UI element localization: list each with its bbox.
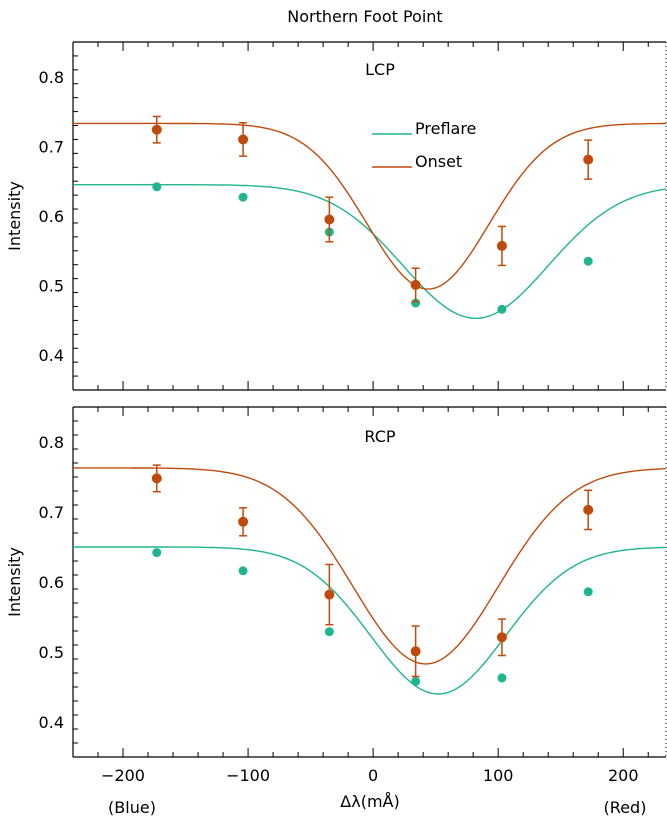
fit-curve-preflare xyxy=(73,546,666,695)
data-point-onset xyxy=(151,124,162,135)
data-point-preflare xyxy=(238,566,248,576)
y-tick-label: 0.4 xyxy=(39,346,64,365)
y-tick-label: 0.5 xyxy=(39,643,64,662)
data-point-onset xyxy=(324,589,335,600)
fit-curve-onset xyxy=(73,122,666,290)
data-point-onset xyxy=(324,214,335,225)
data-point-preflare xyxy=(152,182,162,192)
data-point-onset xyxy=(151,473,162,484)
data-point-preflare xyxy=(583,587,593,597)
y-axis-label: Intensity xyxy=(5,547,24,617)
x-tick-label: 100 xyxy=(483,766,514,785)
data-point-onset xyxy=(496,632,507,643)
data-point-preflare xyxy=(497,673,507,683)
y-tick-label: 0.6 xyxy=(39,207,64,226)
data-point-preflare xyxy=(583,256,593,266)
y-tick-label: 0.6 xyxy=(39,573,64,592)
data-point-preflare xyxy=(497,304,507,314)
data-point-onset xyxy=(238,134,249,145)
fit-curve-preflare xyxy=(73,183,666,320)
data-point-preflare xyxy=(411,298,421,308)
data-point-preflare xyxy=(411,676,421,686)
legend-label-preflare: Preflare xyxy=(415,119,476,138)
data-point-onset xyxy=(410,279,421,290)
data-point-onset xyxy=(583,154,594,165)
data-point-preflare xyxy=(324,627,334,637)
x-tick-label: 200 xyxy=(608,766,639,785)
fit-curve-onset xyxy=(73,467,666,665)
y-tick-label: 0.5 xyxy=(39,277,64,296)
y-tick-label: 0.7 xyxy=(39,503,64,522)
y-tick-label: 0.4 xyxy=(39,713,64,732)
data-point-preflare xyxy=(238,192,248,202)
y-axis-label: Intensity xyxy=(5,181,24,251)
data-point-onset xyxy=(238,516,249,527)
x-axis-label-blue: (Blue) xyxy=(108,798,156,817)
data-point-preflare xyxy=(152,548,162,558)
panel-lcp: 0.4 0.5 0.6 0.7 0.8 Intensity LCP Preflare Onset xyxy=(5,41,667,391)
x-tick-label: −200 xyxy=(101,766,145,785)
data-point-onset xyxy=(583,504,594,515)
panel-label: RCP xyxy=(364,427,395,446)
panel-label: LCP xyxy=(365,60,395,79)
figure-title: Northern Foot Point xyxy=(287,7,442,26)
x-tick-label: 0 xyxy=(368,766,378,785)
y-tick-label: 0.8 xyxy=(39,68,64,87)
x-axis-label-red: (Red) xyxy=(604,798,647,817)
y-tick-label: 0.7 xyxy=(39,137,64,156)
x-axis-label: Δλ(mÅ) xyxy=(340,792,399,811)
panel-rcp: 0.4 0.5 0.6 0.7 0.8 −200 −100 0 100 200 Intensity R… xyxy=(5,406,667,785)
data-point-onset xyxy=(496,240,507,251)
x-tick-label: −100 xyxy=(226,766,270,785)
legend-label-onset: Onset xyxy=(415,152,462,171)
y-tick-label: 0.8 xyxy=(39,433,64,452)
data-point-onset xyxy=(410,646,421,657)
